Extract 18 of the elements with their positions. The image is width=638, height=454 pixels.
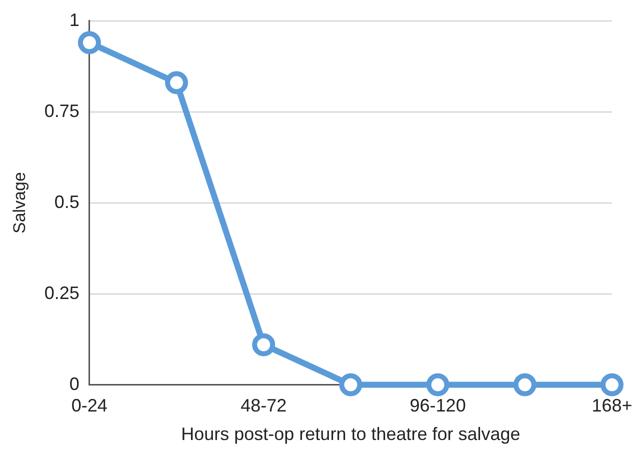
y-tick-label: 0 — [69, 374, 80, 394]
point — [339, 373, 362, 396]
y-tick-label: 0.25 — [44, 282, 80, 303]
x-tick-label: 96-120 — [410, 396, 466, 416]
y-tick-label: 0.5 — [54, 192, 80, 212]
point — [600, 373, 624, 396]
y-axis-title: Salvage — [10, 172, 29, 234]
point — [165, 71, 188, 94]
x-axis-title: Hours post-op return to theatre for salvage — [181, 424, 520, 444]
point — [252, 333, 276, 356]
point — [426, 373, 450, 396]
point — [513, 373, 536, 396]
x-tick-label: 168+ — [592, 396, 632, 416]
x-tick-label: 0-24 — [71, 396, 108, 416]
x-tick-label: 48-72 — [240, 396, 287, 416]
y-tick-label: 1 — [69, 10, 80, 30]
y-tick-label: 0.75 — [44, 100, 80, 121]
point — [78, 31, 101, 54]
